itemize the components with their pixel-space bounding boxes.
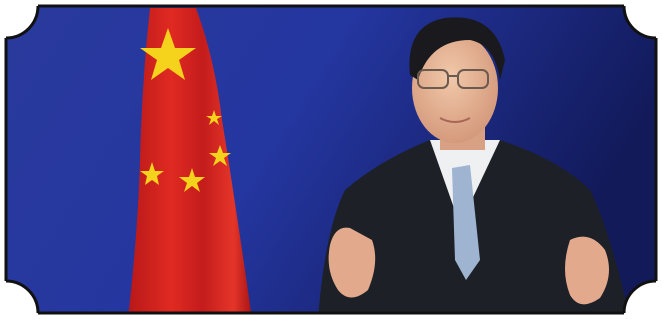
framed-photo bbox=[0, 0, 662, 319]
photo bbox=[0, 0, 662, 319]
page: {} bbox=[0, 0, 662, 319]
